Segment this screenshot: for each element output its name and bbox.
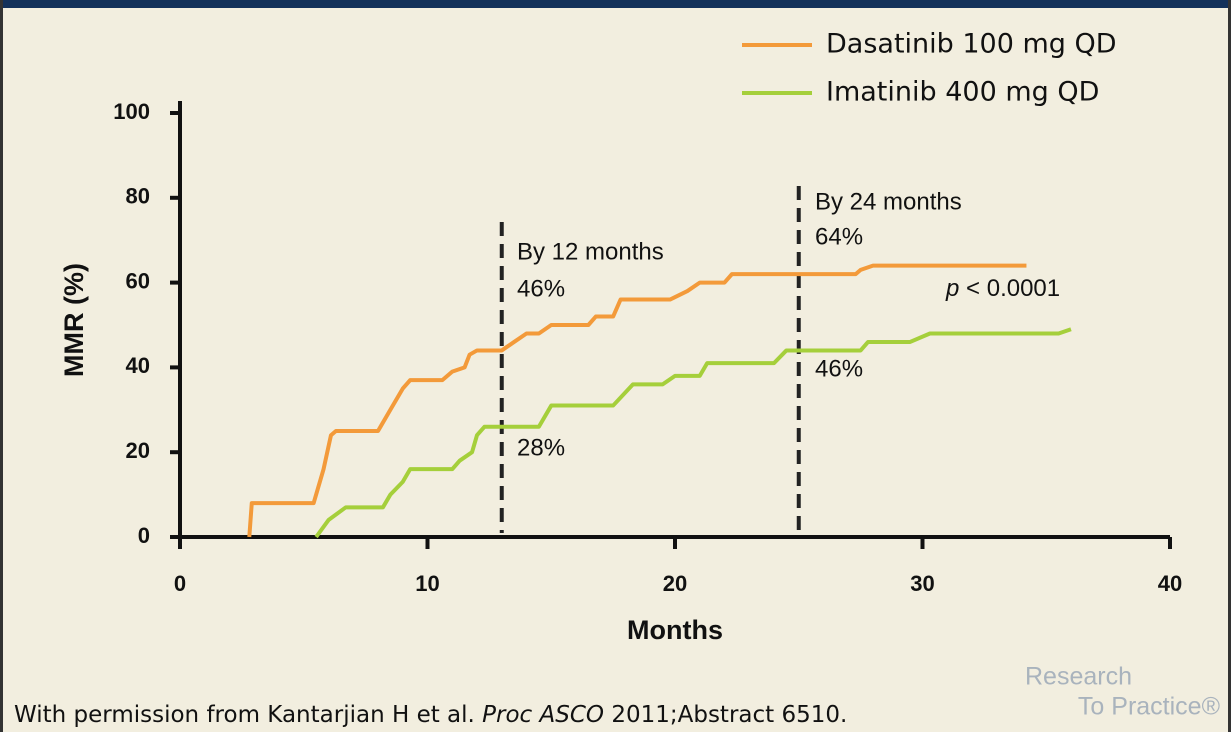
x-tick-label: 30: [910, 571, 934, 596]
y-tick-label: 20: [126, 438, 150, 463]
footer-part: 2011;Abstract 6510.: [604, 702, 847, 728]
right-border: [1228, 0, 1231, 732]
top-bar: [0, 0, 1231, 8]
x-axis-label: Months: [627, 615, 723, 645]
logo: To Practice®: [1078, 693, 1221, 721]
footer: With permission from Kantarjian H et al.…: [14, 702, 847, 728]
y-tick-label: 100: [113, 99, 150, 124]
y-tick-label: 0: [138, 523, 150, 548]
y-tick-label: 80: [126, 184, 150, 209]
legend-label: Dasatinib 100 mg QD: [826, 29, 1117, 60]
x-tick-label: 40: [1158, 571, 1182, 596]
p-symbol: p: [945, 275, 959, 302]
x-tick-label: 20: [663, 571, 687, 596]
p-value: p < 0.0001: [945, 275, 1060, 302]
footer-part: Proc ASCO: [482, 702, 604, 728]
annotation: 46%: [815, 355, 863, 382]
logo: Research: [1025, 663, 1132, 691]
line-series: [247, 263, 1027, 538]
x-tick-label: 10: [415, 571, 439, 596]
annotation: 28%: [517, 434, 565, 461]
y-tick-label: 60: [126, 268, 150, 293]
legend-label: Imatinib 400 mg QD: [826, 77, 1099, 108]
annotation: 46%: [517, 275, 565, 302]
annotation: By 24 months: [815, 188, 962, 215]
y-axis-label: MMR (%): [59, 263, 89, 377]
line-series: [314, 327, 1072, 539]
y-tick-label: 40: [126, 353, 150, 378]
p-text: < 0.0001: [966, 275, 1060, 302]
left-border: [0, 0, 3, 732]
annotation: By 12 months: [517, 238, 664, 265]
footer-part: With permission from Kantarjian H et al.: [14, 702, 482, 728]
annotation: 64%: [815, 223, 863, 250]
x-tick-label: 0: [174, 571, 186, 596]
